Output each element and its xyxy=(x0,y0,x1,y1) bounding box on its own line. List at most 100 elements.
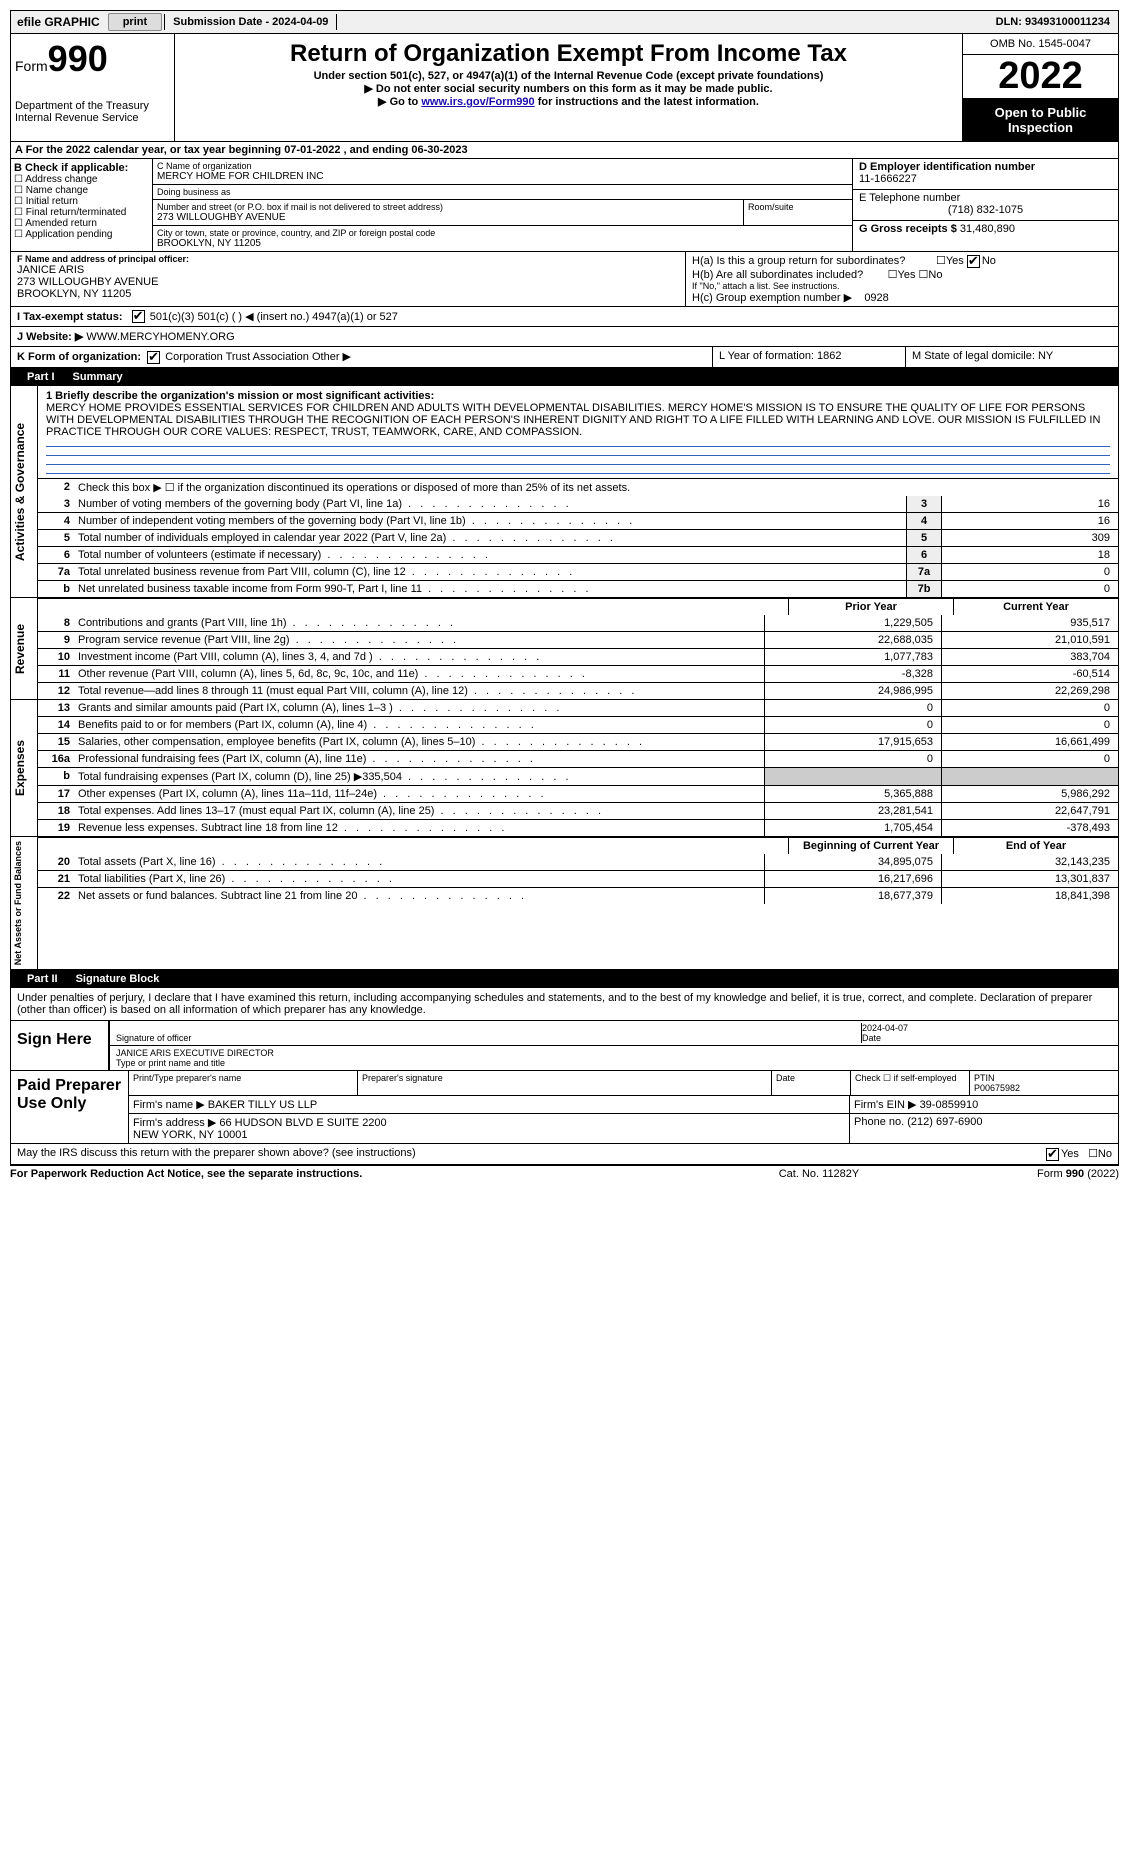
firm-address: Firm's address ▶ 66 HUDSON BLVD E SUITE … xyxy=(129,1114,850,1143)
vtab-governance: Activities & Governance xyxy=(11,386,38,597)
open-to-public: Open to Public Inspection xyxy=(963,99,1118,141)
chk-corporation[interactable] xyxy=(147,351,160,364)
hb-question: H(b) Are all subordinates included? ☐Yes… xyxy=(692,268,1112,281)
hc-line: H(c) Group exemption number ▶ 0928 xyxy=(692,291,1112,304)
form-label: Form xyxy=(15,58,48,74)
col-current: Current Year xyxy=(953,599,1118,615)
addr-label: Number and street (or P.O. box if mail i… xyxy=(157,202,739,212)
table-row: 10Investment income (Part VIII, column (… xyxy=(38,648,1118,665)
dba-label: Doing business as xyxy=(157,187,848,197)
row-a-period: A For the 2022 calendar year, or tax yea… xyxy=(10,142,1119,159)
table-row: 21Total liabilities (Part X, line 26)16,… xyxy=(38,870,1118,887)
table-row: bTotal fundraising expenses (Part IX, co… xyxy=(38,767,1118,785)
chk-final[interactable]: ☐ Final return/terminated xyxy=(14,207,149,218)
table-row: 22Net assets or fund balances. Subtract … xyxy=(38,887,1118,904)
mission-text: MERCY HOME PROVIDES ESSENTIAL SERVICES F… xyxy=(46,402,1110,438)
table-row: 12Total revenue—add lines 8 through 11 (… xyxy=(38,682,1118,699)
street-address: 273 WILLOUGHBY AVENUE xyxy=(157,212,739,223)
chk-address-change[interactable]: ☐ Address change xyxy=(14,174,149,185)
expenses-section: Expenses 13Grants and similar amounts pa… xyxy=(10,700,1119,837)
table-row: 7aTotal unrelated business revenue from … xyxy=(38,563,1118,580)
room-label: Room/suite xyxy=(748,202,848,212)
table-row: 9Program service revenue (Part VIII, lin… xyxy=(38,631,1118,648)
ha-no-checkbox[interactable] xyxy=(967,255,980,268)
table-row: 15Salaries, other compensation, employee… xyxy=(38,733,1118,750)
vtab-netassets: Net Assets or Fund Balances xyxy=(11,837,38,969)
chk-name-change[interactable]: ☐ Name change xyxy=(14,185,149,196)
sig-officer-label: Signature of officer xyxy=(116,1033,191,1043)
year-formation: L Year of formation: 1862 xyxy=(712,347,905,367)
revenue-section: Revenue Prior YearCurrent Year 8Contribu… xyxy=(10,598,1119,700)
ha-question: H(a) Is this a group return for subordin… xyxy=(692,254,1112,268)
ptin: PTINP00675982 xyxy=(970,1071,1118,1095)
chk-amended[interactable]: ☐ Amended return xyxy=(14,218,149,229)
goto-pre: ▶ Go to xyxy=(378,96,421,108)
footer: For Paperwork Reduction Act Notice, see … xyxy=(10,1165,1119,1182)
col-beginning: Beginning of Current Year xyxy=(788,838,953,854)
row-k: K Form of organization: Corporation Trus… xyxy=(10,347,1119,368)
table-row: 17Other expenses (Part IX, column (A), l… xyxy=(38,785,1118,802)
table-row: 19Revenue less expenses. Subtract line 1… xyxy=(38,819,1118,836)
omb-number: OMB No. 1545-0047 xyxy=(963,34,1118,55)
sign-here-label: Sign Here xyxy=(11,1021,108,1070)
gross-value: 31,480,890 xyxy=(960,223,1015,235)
form-org-label: K Form of organization: xyxy=(17,351,141,363)
table-row: 6Total number of volunteers (estimate if… xyxy=(38,546,1118,563)
org-name-label: C Name of organization xyxy=(157,161,848,171)
prep-selfemp: Check ☐ if self-employed xyxy=(851,1071,970,1095)
officer-name: JANICE ARIS xyxy=(17,264,679,276)
print-button[interactable]: print xyxy=(108,13,162,31)
table-row: 11Other revenue (Part VIII, column (A), … xyxy=(38,665,1118,682)
ein-value: 11-1666227 xyxy=(859,173,1112,185)
table-row: 13Grants and similar amounts paid (Part … xyxy=(38,700,1118,716)
part-i-label: Part I xyxy=(19,371,63,383)
phone-label: E Telephone number xyxy=(859,192,1112,204)
activities-governance-section: Activities & Governance 1 Briefly descri… xyxy=(10,386,1119,598)
sig-date: 2024-04-07 xyxy=(862,1023,908,1033)
chk-501c3[interactable] xyxy=(132,310,145,323)
vtab-revenue: Revenue xyxy=(11,598,38,699)
table-row: 16aProfessional fundraising fees (Part I… xyxy=(38,750,1118,767)
efile-label: efile GRAPHIC xyxy=(11,13,106,31)
table-row: 4Number of independent voting members of… xyxy=(38,512,1118,529)
sig-date-label: Date xyxy=(862,1033,881,1043)
form-header: Form990 Department of the Treasury Inter… xyxy=(10,34,1119,142)
footer-right: Form 990 (2022) xyxy=(919,1168,1119,1180)
tax-status-label: I Tax-exempt status: xyxy=(17,311,123,323)
irs-link[interactable]: www.irs.gov/Form990 xyxy=(421,96,534,108)
part-ii-title: Signature Block xyxy=(66,973,160,985)
form-num: 990 xyxy=(48,38,108,79)
page-title: Return of Organization Exempt From Incom… xyxy=(179,40,958,68)
prep-date-label: Date xyxy=(772,1071,851,1095)
submission-date: Submission Date - 2024-04-09 xyxy=(164,14,337,30)
footer-left: For Paperwork Reduction Act Notice, see … xyxy=(10,1168,719,1180)
part-ii-label: Part II xyxy=(19,973,66,985)
org-name: MERCY HOME FOR CHILDREN INC xyxy=(157,171,848,182)
department: Department of the Treasury Internal Reve… xyxy=(15,100,170,124)
may-discuss: May the IRS discuss this return with the… xyxy=(17,1147,1046,1161)
netassets-section: Net Assets or Fund Balances Beginning of… xyxy=(10,837,1119,970)
note-link: ▶ Go to www.irs.gov/Form990 for instruct… xyxy=(179,95,958,108)
col-prior: Prior Year xyxy=(788,599,953,615)
table-row: 5Total number of individuals employed in… xyxy=(38,529,1118,546)
row-j: J Website: ▶ WWW.MERCYHOMENY.ORG xyxy=(10,327,1119,347)
penalties-text: Under penalties of perjury, I declare th… xyxy=(11,988,1118,1020)
form-org-opts: Corporation Trust Association Other ▶ xyxy=(165,351,351,363)
officer-print-label: Type or print name and title xyxy=(116,1058,225,1068)
discuss-yes[interactable] xyxy=(1046,1148,1059,1161)
vtab-expenses: Expenses xyxy=(11,700,38,836)
website-value: WWW.MERCYHOMENY.ORG xyxy=(86,331,234,343)
goto-post: for instructions and the latest informat… xyxy=(535,96,759,108)
signature-block: Under penalties of perjury, I declare th… xyxy=(10,988,1119,1165)
website-label: J Website: ▶ xyxy=(17,331,83,343)
mission-label: 1 Briefly describe the organization's mi… xyxy=(46,390,1110,402)
chk-initial[interactable]: ☐ Initial return xyxy=(14,196,149,207)
table-row: 8Contributions and grants (Part VIII, li… xyxy=(38,615,1118,631)
chk-application[interactable]: ☐ Application pending xyxy=(14,229,149,240)
phone-value: (718) 832-1075 xyxy=(859,204,1112,216)
discuss-yes-no: Yes ☐No xyxy=(1046,1147,1112,1161)
tax-status-opts: 501(c)(3) 501(c) ( ) ◀ (insert no.) 4947… xyxy=(150,311,398,323)
city-label: City or town, state or province, country… xyxy=(157,228,848,238)
part-ii-header: Part II Signature Block xyxy=(10,970,1119,988)
state-domicile: M State of legal domicile: NY xyxy=(905,347,1118,367)
